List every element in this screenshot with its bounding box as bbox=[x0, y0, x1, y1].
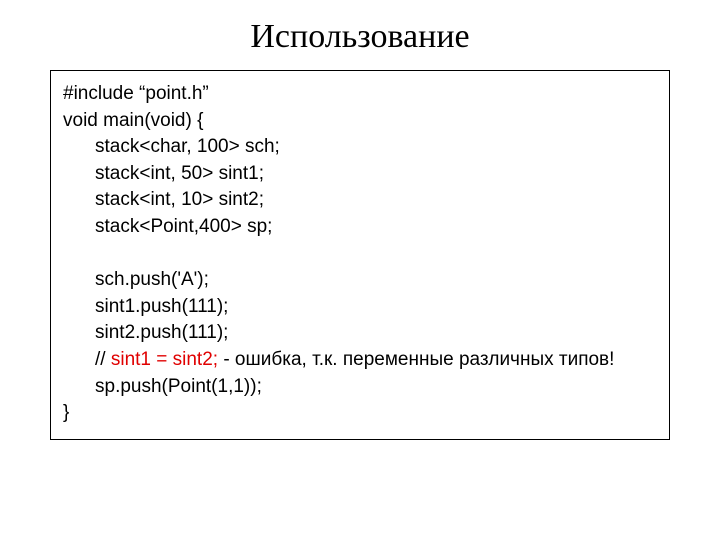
code-line: sch.push('A'); bbox=[63, 267, 657, 294]
code-line-comment: // sint1 = sint2; - ошибка, т.к. перемен… bbox=[63, 347, 657, 374]
code-line: stack<char, 100> sch; bbox=[63, 134, 657, 161]
code-line: #include “point.h” bbox=[63, 81, 657, 108]
code-line: stack<Point,400> sp; bbox=[63, 214, 657, 241]
blank-line bbox=[63, 241, 657, 268]
code-line: void main(void) { bbox=[63, 108, 657, 135]
code-line: sp.push(Point(1,1)); bbox=[63, 374, 657, 401]
code-line: sint2.push(111); bbox=[63, 320, 657, 347]
slide: Использование #include “point.h” void ma… bbox=[0, 0, 720, 540]
code-line: stack<int, 50> sint1; bbox=[63, 161, 657, 188]
code-box: #include “point.h” void main(void) { sta… bbox=[50, 70, 670, 440]
code-line: } bbox=[63, 400, 657, 427]
slide-title: Использование bbox=[0, 0, 720, 64]
code-line: stack<int, 10> sint2; bbox=[63, 187, 657, 214]
comment-text: - ошибка, т.к. переменные различных типо… bbox=[218, 349, 614, 370]
comment-prefix: // bbox=[95, 349, 111, 370]
error-expression: sint1 = sint2; bbox=[111, 349, 218, 370]
code-line: sint1.push(111); bbox=[63, 294, 657, 321]
